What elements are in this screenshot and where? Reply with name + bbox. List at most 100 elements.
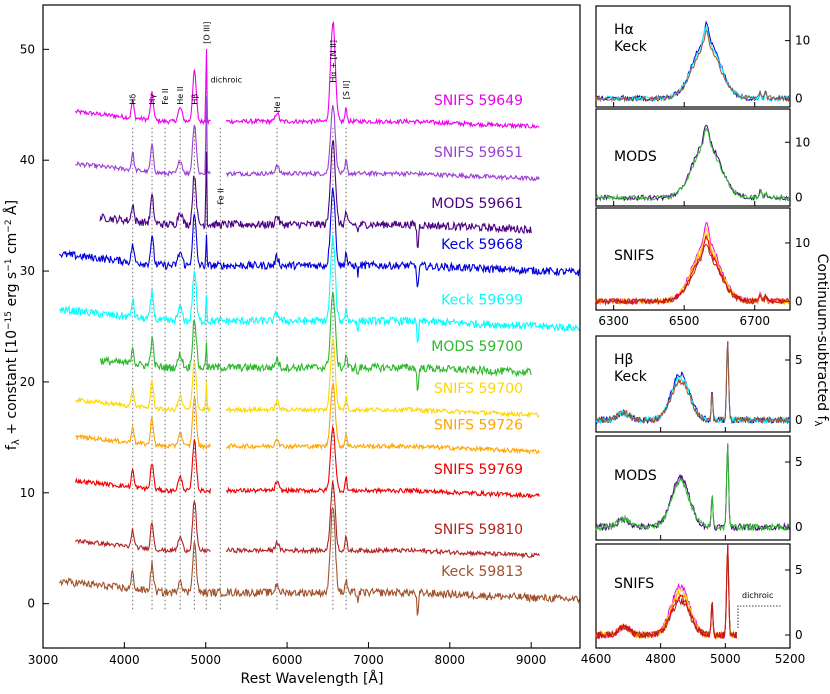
xtick-label-5: 8000: [435, 653, 466, 667]
line-label-8: He I: [273, 97, 282, 113]
main-series-labels: SNIFS 59649 SNIFS 59651 MODS 59661 Keck 596…: [129, 22, 523, 580]
line-label-dichroic: dichroic: [211, 76, 242, 85]
hb-keck-label-1: Hβ: [614, 352, 633, 368]
inset-xtick-label: 4600: [581, 652, 612, 666]
hb-panel-frame-0: [595, 335, 791, 433]
spectrum-snifs-59810: [75, 480, 540, 559]
hb-panel-label-2: SNIFS: [614, 576, 654, 592]
inset-spectrum-snifs-59726: [595, 547, 738, 640]
inset-ytick-label: 10: [795, 236, 810, 250]
ytick-label-5: 50: [20, 42, 35, 56]
line-label-2: Fe II: [161, 88, 170, 104]
series-label-3: Keck 59668: [441, 237, 523, 253]
xtick-label-2: 5000: [190, 653, 221, 667]
hb-dichroic-label: dichroic: [742, 591, 773, 600]
spectrum-mods-59700: [99, 291, 532, 391]
inset-ytick-label: 0: [795, 91, 803, 105]
hb-panel-2: 0 5 4600 4800 5000 5200 SNIFS dichroic: [581, 543, 806, 666]
line-label-1: Hγ: [148, 94, 157, 105]
ytick-label-4: 40: [20, 153, 35, 167]
inset-spectrum-mods-59700: [595, 127, 790, 202]
ha-panel-label-2: SNIFS: [614, 248, 654, 264]
line-label-3: He II: [176, 87, 185, 105]
series-label-5: MODS 59700: [431, 339, 523, 355]
inset-xtick-label: 6300: [598, 314, 629, 328]
spectrum-keck-59699: [59, 234, 581, 344]
inset-xtick-label: 6700: [739, 314, 770, 328]
series-label-8: SNIFS 59769: [434, 462, 523, 478]
inset-spectrum-mods-59661: [595, 444, 791, 532]
main-xlabel: Rest Wavelength [Å]: [241, 670, 384, 687]
line-label-6: Fe II: [216, 188, 225, 204]
xtick-label-1: 4000: [109, 653, 140, 667]
spectrum-snifs-59651: [75, 97, 540, 182]
spectrum-snifs-59726: [75, 382, 540, 455]
inset-xtick-label: 5000: [710, 652, 741, 666]
inset-spectrum-snifs-59810: [595, 243, 791, 306]
series-label-9: SNIFS 59810: [434, 522, 523, 538]
xtick-label-3: 6000: [272, 653, 303, 667]
line-label-5: [O III]: [202, 22, 211, 44]
inset-spectrum-keck-59813: [595, 341, 791, 425]
ha-keck-label-2: Keck: [614, 39, 648, 55]
main-ylabel: fλ + constant [10−15 erg s−1 cm−2 Å]: [3, 200, 22, 450]
line-label-0: Hδ: [129, 94, 138, 105]
main-line-markers: [132, 77, 347, 610]
inset-xtick-label: 5200: [775, 652, 806, 666]
inset-spectrum-snifs-59726: [595, 233, 791, 306]
series-label-1: SNIFS 59651: [434, 145, 523, 161]
main-axes: 3000 4000 5000 6000 7000 8000 9000 0 10 20 30 40 50: [20, 4, 581, 667]
hb-panel-label-1: MODS: [614, 468, 657, 484]
ha-panel-frame-2: [595, 207, 791, 311]
inset-ytick-label: 0: [795, 294, 803, 308]
ha-keck-label-1: Hα: [614, 22, 634, 38]
inset-ytick-label: 10: [795, 34, 810, 48]
spectrum-snifs-59769: [74, 425, 540, 499]
spectrum-keck-59813: [58, 506, 581, 616]
right-ylabel: Continuum-subtracted fλ: [812, 254, 830, 427]
ha-panel-frame-0: [595, 5, 791, 108]
inset-spectrum-mods-59700: [595, 443, 791, 532]
inset-spectrum-keck-59813: [595, 28, 791, 103]
spectrum-snifs-59649: [75, 20, 540, 130]
xtick-label-4: 7000: [353, 653, 384, 667]
hb-dichroic-marker: [737, 605, 782, 628]
hb-keck-label-2: Keck: [614, 369, 648, 385]
ha-panel-2: 0 10 6300 6500 6700 SNIFS: [595, 207, 810, 328]
series-label-4: Keck 59699: [441, 292, 523, 308]
xtick-label-6: 9000: [516, 653, 547, 667]
inset-ytick-label: 5: [795, 563, 803, 577]
inset-spectrum-snifs-59810: [595, 543, 738, 640]
ytick-label-1: 10: [20, 486, 35, 500]
inset-ytick-label: 0: [795, 628, 803, 642]
line-label-10: [S II]: [342, 81, 351, 100]
spectrum-mods-59661: [99, 140, 532, 249]
inset-xtick-label: 6500: [669, 314, 700, 328]
spectrum-keck-59668: [58, 187, 581, 288]
inset-ytick-label: 0: [795, 520, 803, 534]
hb-panel-frame-1: [595, 435, 791, 541]
inset-ytick-label: 5: [795, 353, 803, 367]
ha-panel-frame-1: [595, 108, 791, 207]
series-label-10: Keck 59813: [441, 564, 523, 580]
main-frame: [42, 4, 581, 649]
ytick-label-0: 0: [27, 597, 35, 611]
series-label-7: SNIFS 59726: [434, 418, 523, 434]
ytick-label-2: 20: [20, 375, 35, 389]
series-label-0: SNIFS 59649: [434, 93, 523, 109]
xtick-label-0: 3000: [28, 653, 59, 667]
ha-panel-1: 0 10 MODS: [595, 108, 810, 207]
inset-ytick-label: 0: [795, 413, 803, 427]
ytick-label-3: 30: [20, 264, 35, 278]
inset-ytick-label: 5: [795, 455, 803, 469]
hb-panel-1: 0 5 MODS: [595, 435, 803, 541]
spectrum-snifs-59700: [75, 337, 540, 419]
line-label-4: Hβ: [190, 94, 199, 105]
main-spectra: [58, 20, 581, 616]
inset-ytick-label: 10: [795, 135, 810, 149]
hb-panel-frame-2: [595, 543, 791, 649]
